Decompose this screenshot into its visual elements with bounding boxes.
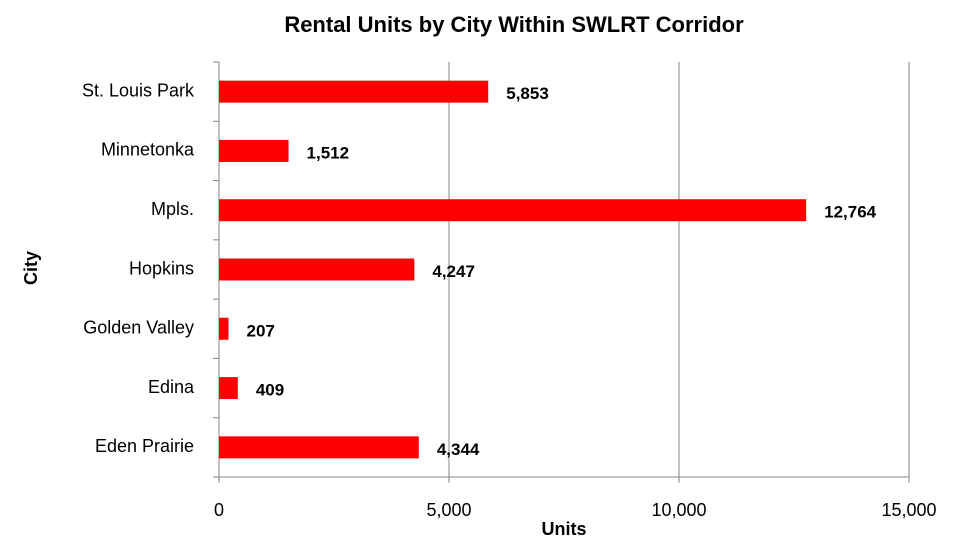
- y-tick-label: Edina: [148, 377, 195, 397]
- x-tick-label: 10,000: [651, 500, 706, 520]
- x-tick-label: 5,000: [426, 500, 471, 520]
- y-tick-label: St. Louis Park: [82, 80, 195, 100]
- x-tick-label: 0: [214, 500, 224, 520]
- value-label: 409: [256, 381, 284, 400]
- y-axis-label: City: [21, 251, 41, 285]
- bar: [219, 436, 419, 459]
- value-label: 4,247: [432, 262, 475, 281]
- y-tick-label: Mpls.: [151, 199, 194, 219]
- y-tick-label: Hopkins: [129, 258, 194, 278]
- bar: [219, 377, 238, 400]
- x-axis-label: Units: [542, 519, 587, 539]
- value-label: 4,344: [437, 440, 480, 459]
- y-tick-label: Golden Valley: [83, 318, 194, 338]
- bar: [219, 199, 807, 222]
- value-label: 5,853: [506, 84, 549, 103]
- value-label: 12,764: [824, 203, 877, 222]
- chart-title: Rental Units by City Within SWLRT Corrid…: [284, 12, 744, 37]
- value-label: 207: [247, 321, 275, 340]
- bar: [219, 80, 489, 103]
- value-label: 1,512: [307, 143, 350, 162]
- x-tick-label: 15,000: [881, 500, 936, 520]
- y-tick-label: Eden Prairie: [95, 436, 194, 456]
- y-tick-label: Minnetonka: [101, 140, 195, 160]
- bar: [219, 258, 415, 281]
- bar: [219, 139, 289, 162]
- bar: [219, 317, 229, 340]
